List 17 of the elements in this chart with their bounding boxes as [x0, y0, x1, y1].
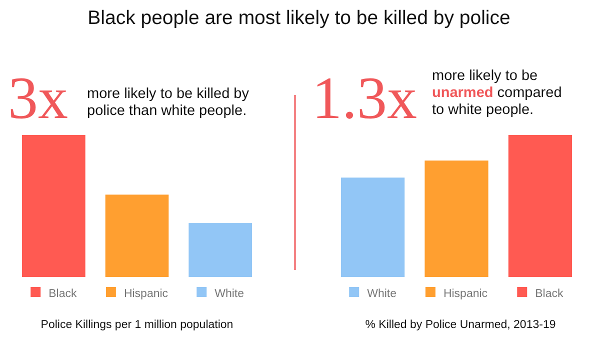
- x-tick-label: Hispanic: [443, 288, 488, 300]
- text: 1.3x: [312, 65, 417, 131]
- x-tick-label: Hispanic: [124, 288, 168, 300]
- text: police than white people.: [87, 103, 247, 119]
- x-axis-title: Police Killings per 1 million population: [40, 319, 234, 331]
- text: more likely to be killed by: [87, 86, 250, 102]
- x-tick-label: Black: [48, 288, 77, 300]
- text: to white people.: [432, 102, 534, 118]
- text: compared: [493, 85, 562, 101]
- chart-title: Black people are most likely to be killed by police: [88, 7, 510, 29]
- x-axis-title: % Killed by Police Unarmed, 2013-19: [365, 319, 556, 331]
- text: more likely to be: [432, 68, 538, 84]
- x-tick-label: Black: [535, 288, 564, 300]
- x-tick-label: White: [367, 288, 397, 300]
- x-tick-label: White: [214, 288, 244, 300]
- text: unarmed: [432, 85, 494, 101]
- text: 3x: [8, 65, 68, 131]
